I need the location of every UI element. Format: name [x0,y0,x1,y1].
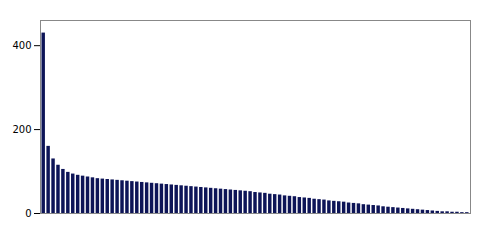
svg-text:200: 200 [12,124,31,135]
svg-text:400: 400 [12,40,31,51]
svg-text:0: 0 [25,208,31,219]
